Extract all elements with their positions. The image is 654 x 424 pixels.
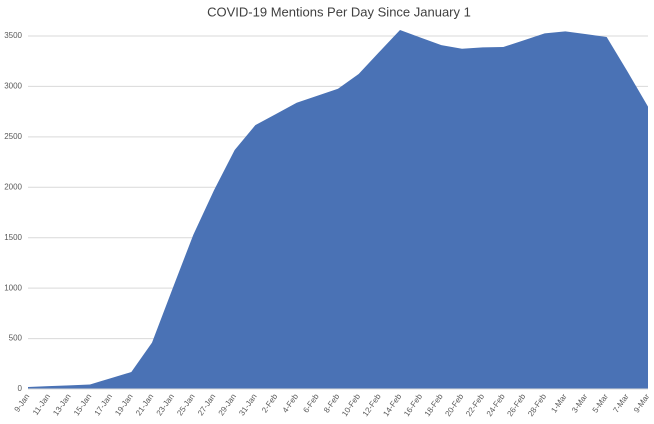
x-tick-label: 28-Feb (526, 392, 548, 418)
x-tick-label: 29-Jan (217, 392, 238, 417)
x-tick-label: 24-Feb (485, 392, 507, 418)
x-tick-label: 19-Jan (113, 392, 134, 417)
x-tick-label: 18-Feb (423, 392, 445, 418)
y-tick-label: 3000 (4, 82, 22, 91)
x-tick-label: 8-Feb (322, 392, 342, 415)
x-tick-label: 11-Jan (31, 392, 52, 417)
x-tick-label: 16-Feb (402, 392, 424, 418)
x-tick-label: 4-Feb (281, 392, 301, 415)
x-tick-label: 27-Jan (196, 392, 217, 417)
x-tick-label: 9-Jan (13, 392, 32, 414)
y-tick-label: 2500 (4, 132, 22, 141)
y-tick-label: 1000 (4, 283, 22, 292)
x-tick-label: 3-Mar (570, 392, 590, 415)
x-tick-label: 23-Jan (155, 392, 176, 417)
x-tick-label: 13-Jan (51, 392, 72, 417)
y-tick-label: 3500 (4, 31, 22, 40)
x-tick-label: 2-Feb (260, 392, 280, 415)
x-tick-label: 31-Jan (237, 392, 258, 417)
y-tick-label: 500 (9, 334, 23, 343)
x-tick-label: 25-Jan (175, 392, 196, 417)
y-tick-label: 0 (18, 384, 23, 393)
x-tick-label: 5-Mar (591, 392, 611, 415)
y-tick-label: 1500 (4, 233, 22, 242)
x-tick-label: 22-Feb (464, 392, 486, 418)
x-tick-label: 1-Mar (549, 392, 569, 415)
x-tick-label: 15-Jan (72, 392, 93, 417)
x-tick-label: 26-Feb (505, 392, 527, 418)
x-tick-label: 6-Feb (301, 392, 321, 415)
x-tick-label: 9-Mar (632, 392, 652, 415)
x-tick-label: 7-Mar (611, 392, 631, 415)
chart-title: COVID-19 Mentions Per Day Since January … (207, 4, 471, 19)
y-tick-label: 2000 (4, 182, 22, 191)
x-tick-label: 21-Jan (134, 392, 155, 417)
x-tick-label: 14-Feb (381, 392, 403, 418)
x-tick-label: 20-Feb (443, 392, 465, 418)
x-tick-label: 12-Feb (361, 392, 383, 418)
area (28, 29, 648, 389)
x-tick-label: 17-Jan (93, 392, 114, 417)
x-tick-label: 10-Feb (340, 392, 362, 418)
